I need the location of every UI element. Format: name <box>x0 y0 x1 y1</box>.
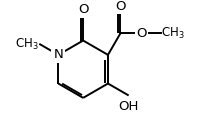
Text: O: O <box>136 27 147 40</box>
Text: N: N <box>53 48 63 61</box>
Text: O: O <box>115 0 126 13</box>
Text: CH$_3$: CH$_3$ <box>14 37 38 52</box>
Text: O: O <box>78 3 88 16</box>
Text: OH: OH <box>119 100 139 113</box>
Text: CH$_3$: CH$_3$ <box>162 26 185 41</box>
